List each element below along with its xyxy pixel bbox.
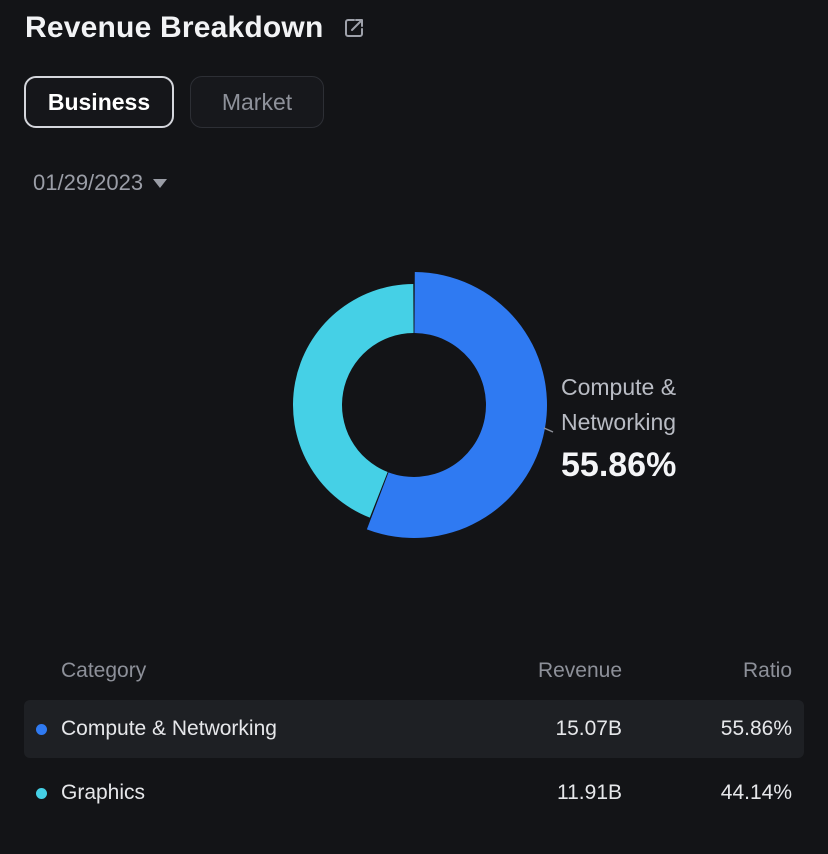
- header: Revenue Breakdown: [25, 8, 366, 48]
- donut-chart: [292, 272, 554, 538]
- revenue-table: Category Revenue Ratio Compute & Network…: [24, 648, 804, 822]
- donut-slice-compute[interactable]: [366, 272, 547, 538]
- row-category: Graphics: [61, 781, 146, 804]
- donut-slice-graphics[interactable]: [292, 284, 414, 518]
- tab-business[interactable]: Business: [24, 76, 174, 128]
- row-ratio: 44.14%: [720, 781, 792, 804]
- page-title: Revenue Breakdown: [25, 11, 324, 44]
- share-icon[interactable]: [342, 16, 366, 40]
- legend-dot-graphics: [36, 787, 47, 799]
- callout-value: 55.86%: [561, 446, 677, 484]
- header-category: Category: [61, 659, 147, 682]
- header-ratio: Ratio: [742, 659, 792, 682]
- row-category: Compute & Networking: [61, 717, 277, 740]
- table-row-compute[interactable]: Compute & Networking 15.07B 55.86%: [24, 700, 804, 758]
- row-revenue: 15.07B: [555, 717, 622, 740]
- table-row-graphics[interactable]: Graphics 11.91B 44.14%: [24, 764, 804, 822]
- tab-bar: Business Market: [24, 76, 324, 128]
- caret-down-icon: [153, 178, 168, 188]
- row-revenue: 11.91B: [557, 781, 622, 804]
- legend-dot-compute: [36, 723, 47, 735]
- row-ratio: 55.86%: [720, 717, 792, 740]
- callout-label: Compute & Networking: [561, 374, 677, 435]
- date-value: 01/29/2023: [33, 170, 144, 195]
- table-header: Category Revenue Ratio: [24, 648, 804, 694]
- tab-market[interactable]: Market: [190, 76, 324, 128]
- date-dropdown[interactable]: 01/29/2023: [33, 170, 168, 196]
- callout-leader-line: [543, 427, 554, 433]
- chart-callout: Compute & Networking 55.86%: [561, 370, 711, 485]
- header-revenue: Revenue: [537, 659, 622, 682]
